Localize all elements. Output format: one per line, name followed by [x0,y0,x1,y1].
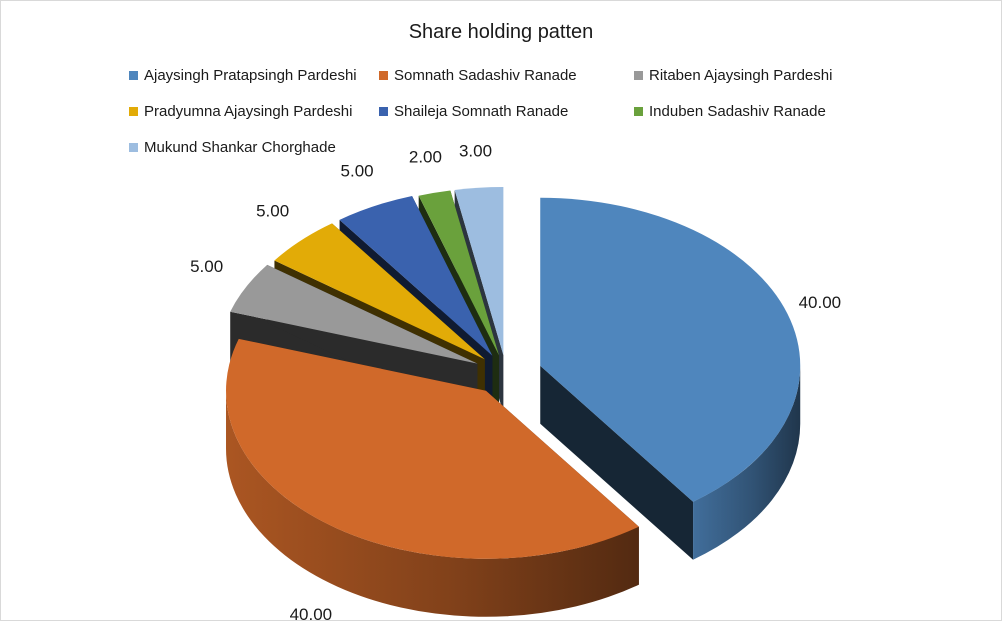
data-label: 2.00 [409,147,442,166]
legend-label: Ritaben Ajaysingh Pardeshi [649,67,833,84]
slice-top [230,264,478,364]
slice-wall [226,390,639,617]
legend-item: Ajaysingh Pratapsingh Pardeshi [129,67,357,84]
legend-item: Shaileja Somnath Ranade [379,103,568,120]
data-label: 5.00 [256,202,289,221]
pie-slice [226,338,639,617]
legend-item: Mukund Shankar Chorghade [129,139,336,156]
legend-label: Ajaysingh Pratapsingh Pardeshi [144,67,357,84]
slice-top [274,223,485,360]
legend-label: Mukund Shankar Chorghade [144,139,336,156]
data-label: 5.00 [190,257,223,276]
legend-label: Somnath Sadashiv Ranade [394,67,577,84]
legend-swatch [634,71,643,80]
slice-side [540,365,694,560]
legend-swatch [129,143,138,152]
pie-slice [540,197,801,560]
legend-swatch [379,71,388,80]
slice-top [540,197,801,502]
data-label: 40.00 [290,605,333,620]
legend-item: Ritaben Ajaysingh Pardeshi [634,67,832,84]
legend-item: Somnath Sadashiv Ranade [379,67,577,84]
legend-item: Induben Sadashiv Ranade [634,103,826,120]
slice-top [454,186,504,355]
chart-title: Share holding patten [408,21,594,43]
legend-item: Pradyumna Ajaysingh Pardeshi [129,103,352,120]
legend-swatch [379,107,388,116]
data-label: 5.00 [341,162,374,181]
slice-top [226,338,639,559]
slice-wall [693,365,801,560]
legend-swatch [129,107,138,116]
legend-swatch [129,71,138,80]
data-label: 40.00 [799,293,842,312]
legend-swatch [634,107,643,116]
legend-label: Pradyumna Ajaysingh Pardeshi [144,103,353,120]
legend-label: Induben Sadashiv Ranade [649,103,826,120]
slice-top [418,190,500,356]
data-label: 3.00 [459,141,492,160]
legend-label: Shaileja Somnath Ranade [394,103,569,120]
slice-top [339,195,493,356]
